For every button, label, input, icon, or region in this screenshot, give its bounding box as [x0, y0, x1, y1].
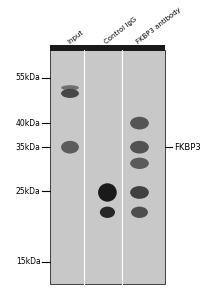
Text: 40kDa: 40kDa — [16, 118, 40, 127]
Ellipse shape — [61, 89, 79, 98]
Text: Input: Input — [66, 29, 84, 45]
Ellipse shape — [98, 183, 116, 202]
Ellipse shape — [129, 158, 148, 169]
Bar — [49, 45, 164, 51]
Ellipse shape — [99, 207, 114, 218]
Text: 15kDa: 15kDa — [16, 257, 40, 266]
Ellipse shape — [129, 141, 148, 154]
Text: 55kDa: 55kDa — [16, 73, 40, 82]
Bar — [49, 50, 164, 284]
Ellipse shape — [129, 186, 148, 199]
Ellipse shape — [129, 117, 148, 130]
Text: 35kDa: 35kDa — [16, 143, 40, 152]
Text: FKBP3: FKBP3 — [173, 143, 200, 152]
Text: Control IgG: Control IgG — [103, 16, 138, 45]
Text: FKBP3 antibody: FKBP3 antibody — [135, 7, 182, 45]
Ellipse shape — [61, 141, 79, 154]
Ellipse shape — [130, 207, 147, 218]
Ellipse shape — [61, 85, 79, 90]
Text: 25kDa: 25kDa — [16, 187, 40, 196]
